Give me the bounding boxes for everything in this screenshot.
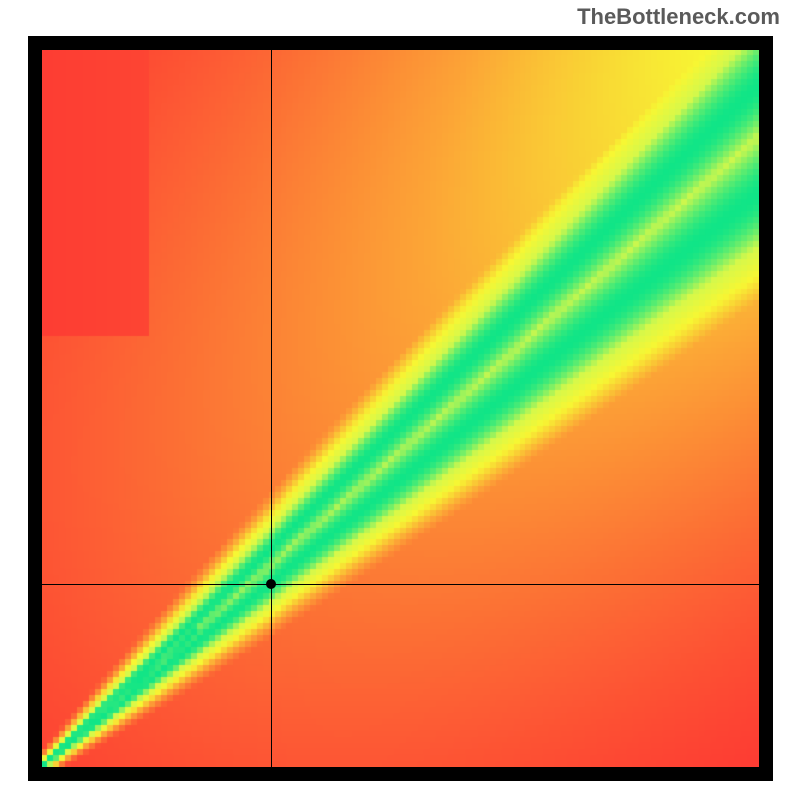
heatmap-canvas	[42, 50, 759, 767]
crosshair-vertical	[271, 50, 272, 767]
crosshair-marker	[266, 579, 276, 589]
watermark-text: TheBottleneck.com	[0, 0, 800, 36]
crosshair-horizontal	[42, 584, 759, 585]
chart-frame	[28, 36, 773, 781]
